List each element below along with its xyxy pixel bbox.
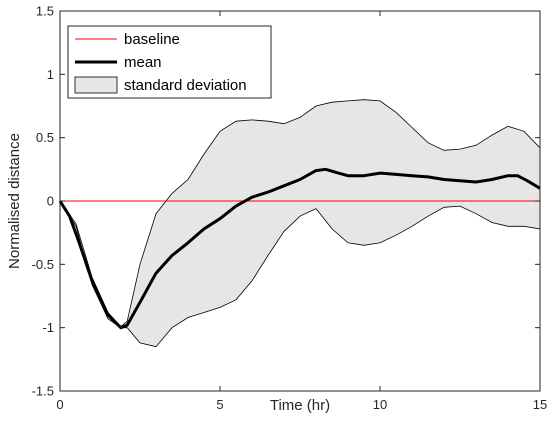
y-tick-label: -0.5 (32, 257, 54, 272)
legend: baseline mean standard deviation (67, 25, 272, 99)
y-tick-label: 0.5 (36, 130, 54, 145)
x-tick-label: 0 (56, 397, 63, 412)
y-tick-label: 0 (47, 194, 54, 209)
mean-line (58, 167, 541, 330)
legend-swatch-std (74, 76, 118, 94)
y-tick-label: 1 (47, 67, 54, 82)
x-tick-label: 10 (373, 397, 387, 412)
y-tick-label: -1 (42, 320, 54, 335)
legend-label-std: standard deviation (124, 77, 247, 94)
x-axis: 0 5 10 15 (56, 11, 547, 412)
x-axis-label: Time (hr) (270, 397, 330, 414)
x-tick-label: 15 (533, 397, 547, 412)
legend-label-baseline: baseline (124, 31, 180, 48)
y-tick-label: 1.5 (36, 4, 54, 19)
legend-label-mean: mean (124, 54, 162, 71)
x-tick-label: 5 (216, 397, 223, 412)
y-axis: -1.5 -1 -0.5 0 0.5 1 1.5 (32, 4, 540, 399)
y-tick-label: -1.5 (32, 384, 54, 399)
y-axis-label: Normalised distance (6, 133, 23, 269)
